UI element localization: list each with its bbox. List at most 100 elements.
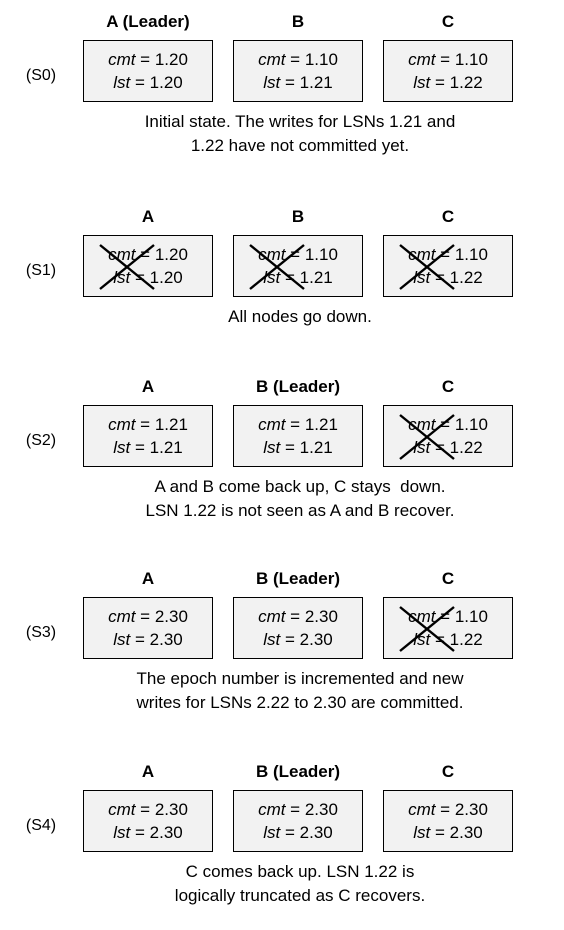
lst-line: lst = 2.30 [234,628,362,651]
lst-value: 1.22 [449,73,483,92]
lst-value: 1.21 [299,268,333,287]
equals-sign: = [280,438,300,457]
caption-line: Initial state. The writes for LSNs 1.21 … [144,112,456,131]
lst-line: lst = 2.30 [384,821,512,844]
cmt-value: 1.10 [304,245,338,264]
lst-line: lst = 2.30 [84,628,212,651]
lst-key: lst [263,73,281,92]
lst-value: 1.21 [149,438,183,457]
lst-key: lst [113,73,131,92]
node-name: A (Leader) [106,12,190,31]
node-box: cmt = 1.20 lst = 1.20 [83,235,213,297]
node-name: B [291,207,305,226]
cmt-value: 1.20 [154,245,188,264]
lst-value: 1.20 [149,73,183,92]
cmt-line: cmt = 1.21 [84,413,212,436]
equals-sign: = [285,607,305,626]
caption-line: LSN 1.22 is not seen as A and B recover. [145,501,455,520]
cmt-value: 2.30 [154,607,188,626]
equals-sign: = [435,607,455,626]
cmt-value: 1.10 [454,245,488,264]
node-box: cmt = 2.30 lst = 2.30 [233,597,363,659]
cmt-value: 1.10 [454,50,488,69]
lst-key: lst [263,823,281,842]
lst-value: 2.30 [149,823,183,842]
stage-caption: A and B come back up, C stays down. LSN 1… [60,475,540,523]
equals-sign: = [285,800,305,819]
cmt-value: 2.30 [304,800,338,819]
lst-line: lst = 1.21 [234,71,362,94]
lst-value: 1.21 [299,73,333,92]
caption-line: The epoch number is incremented and new [136,669,464,688]
cmt-line: cmt = 2.30 [234,605,362,628]
cmt-key: cmt [258,50,286,69]
lst-key: lst [413,73,431,92]
cmt-line: cmt = 2.30 [384,798,512,821]
cmt-key: cmt [108,415,136,434]
cmt-line: cmt = 2.30 [84,798,212,821]
node-box: cmt = 2.30 lst = 2.30 [233,790,363,852]
cmt-key: cmt [408,50,436,69]
cmt-line: cmt = 1.10 [234,48,362,71]
cmt-value: 1.21 [154,415,188,434]
equals-sign: = [285,50,305,69]
lst-value: 2.30 [299,630,333,649]
equals-sign: = [280,73,300,92]
cmt-line: cmt = 1.10 [234,243,362,266]
equals-sign: = [435,800,455,819]
lst-value: 2.30 [149,630,183,649]
node-box: cmt = 2.30 lst = 2.30 [83,790,213,852]
lst-line: lst = 1.22 [384,71,512,94]
cmt-value: 2.30 [454,800,488,819]
lst-line: lst = 1.21 [84,436,212,459]
cmt-value: 2.30 [154,800,188,819]
cmt-key: cmt [258,800,286,819]
caption-line: C comes back up. LSN 1.22 is [185,862,415,881]
cmt-line: cmt = 2.30 [84,605,212,628]
node-name: B [291,12,305,31]
node-name: A [141,569,155,588]
lst-key: lst [113,438,131,457]
cmt-value: 2.30 [304,607,338,626]
equals-sign: = [135,607,155,626]
lst-value: 1.22 [449,438,483,457]
node-name: A [141,207,155,226]
cmt-line: cmt = 1.10 [384,605,512,628]
equals-sign: = [285,415,305,434]
cmt-key: cmt [408,415,436,434]
equals-sign: = [435,415,455,434]
node-box: cmt = 1.21 lst = 1.21 [233,405,363,467]
node-down-x-icon [399,244,455,290]
lst-key: lst [413,438,431,457]
lst-key: lst [413,630,431,649]
equals-sign: = [285,245,305,264]
lst-line: lst = 2.30 [84,821,212,844]
node-name: C [441,12,455,31]
lst-key: lst [113,268,131,287]
cmt-line: cmt = 1.10 [384,48,512,71]
stage-label: (S4) [25,817,57,834]
equals-sign: = [280,823,300,842]
node-box: cmt = 2.30 lst = 2.30 [83,597,213,659]
lst-value: 1.20 [149,268,183,287]
cmt-value: 1.20 [154,50,188,69]
equals-sign: = [130,823,150,842]
node-name: C [441,207,455,226]
equals-sign: = [135,50,155,69]
lst-key: lst [263,630,281,649]
node-name: B (Leader) [255,569,341,588]
cmt-key: cmt [258,607,286,626]
stage-caption: C comes back up. LSN 1.22 is logically tr… [60,860,540,908]
lst-key: lst [113,630,131,649]
stage-caption: All nodes go down. [60,305,540,329]
equals-sign: = [430,73,450,92]
caption-line: logically truncated as C recovers. [174,886,426,905]
equals-sign: = [135,245,155,264]
cmt-value: 1.10 [454,607,488,626]
